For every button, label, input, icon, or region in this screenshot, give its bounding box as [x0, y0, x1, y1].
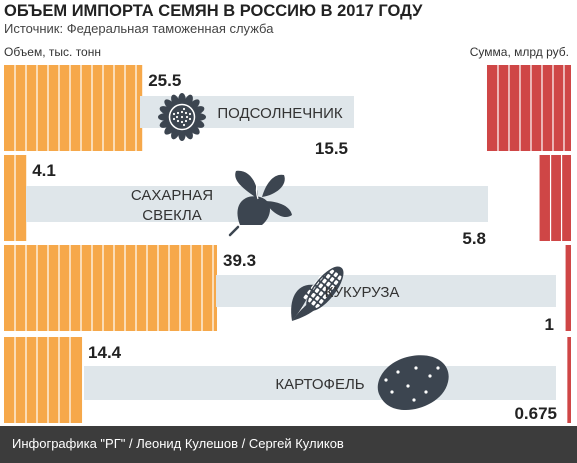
label-band: [216, 275, 556, 307]
sum-bar: [565, 245, 571, 331]
volume-axis-label: Объем, тыс. тонн: [4, 45, 101, 59]
sum-bar: [539, 155, 571, 241]
credit-text: Инфографика "РГ" / Леонид Кулешов / Серг…: [12, 436, 344, 451]
volume-value-label: 4.1: [32, 161, 56, 180]
volume-bar: [4, 245, 218, 331]
sum-axis-label: Сумма, млрд руб.: [469, 45, 569, 59]
sum-bar: [486, 65, 571, 151]
crop-label: КАРТОФЕЛЬ: [275, 376, 364, 393]
volume-bar: [4, 337, 83, 423]
sugar-beet-icon: [228, 170, 292, 237]
crop-label: САХАРНАЯ СВЕКЛА: [131, 187, 213, 224]
sunflower-icon: [158, 93, 206, 141]
source-note: Источник: Федеральная таможенная служба: [4, 21, 274, 36]
volume-value-label: 25.5: [148, 71, 181, 90]
volume-value-label: 39.3: [223, 251, 256, 270]
sum-value-label: 1: [545, 315, 554, 334]
label-band: [84, 366, 556, 400]
sum-value-label: 15.5: [315, 139, 348, 158]
volume-bar: [4, 65, 143, 151]
volume-value-label: 14.4: [88, 343, 122, 362]
sum-bar: [567, 337, 571, 423]
potato-icon: [377, 355, 449, 410]
chart-title: ОБЪЕМ ИМПОРТА СЕМЯН В РОССИЮ В 2017 ГОДУ: [4, 1, 423, 20]
sum-value-label: 0.675: [514, 404, 557, 423]
crop-label: КУКУРУЗА: [325, 284, 400, 301]
crop-label: ПОДСОЛНЕЧНИК: [217, 105, 343, 122]
import-chart: ПОДСОЛНЕЧНИК 25.5 15.5 САХАРНАЯ СВЕКЛА 4.1 5.8…: [4, 65, 571, 423]
footer-bar: Инфографика "РГ" / Леонид Кулешов / Серг…: [0, 426, 577, 463]
sum-value-label: 5.8: [462, 229, 486, 248]
corn-icon: [291, 266, 344, 321]
volume-bar: [4, 155, 27, 241]
